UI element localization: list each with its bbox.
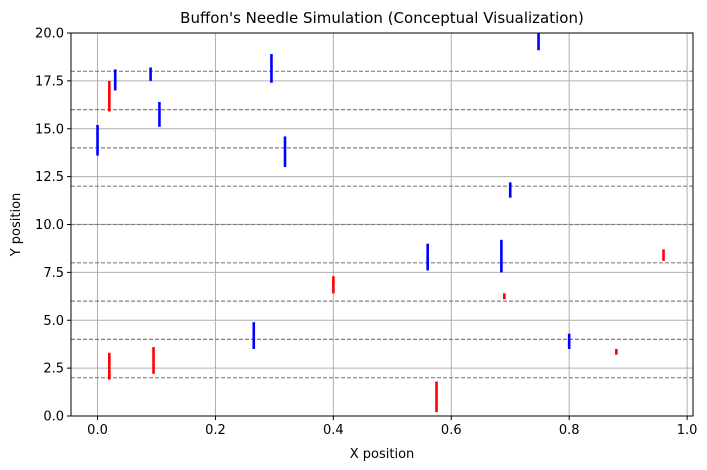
x-tick-label: 0.0 bbox=[87, 423, 108, 438]
x-tick-label: 0.4 bbox=[323, 423, 344, 438]
y-tick-label: 5.0 bbox=[43, 314, 64, 329]
y-tick-label: 20.0 bbox=[35, 27, 64, 42]
y-tick-label: 2.5 bbox=[43, 362, 64, 377]
x-tick-label: 0.6 bbox=[441, 423, 462, 438]
reference-lines bbox=[71, 70, 693, 379]
x-axis-ticks: 0.0 0.2 0.4 0.6 0.8 1.0 bbox=[87, 416, 697, 438]
x-tick-label: 0.2 bbox=[205, 423, 226, 438]
x-axis-title: X position bbox=[350, 447, 415, 462]
y-axis-ticks: 0.0 2.5 5.0 7.5 10.0 12.5 15.0 17.5 20.0 bbox=[35, 27, 71, 425]
x-tick-label: 1.0 bbox=[677, 423, 698, 438]
y-tick-label: 7.5 bbox=[43, 266, 64, 281]
needles bbox=[96, 33, 665, 413]
y-tick-label: 12.5 bbox=[35, 170, 64, 185]
y-tick-label: 10.0 bbox=[35, 218, 64, 233]
x-tick-label: 0.8 bbox=[559, 423, 580, 438]
y-tick-label: 17.5 bbox=[35, 74, 64, 89]
y-tick-label: 15.0 bbox=[35, 122, 64, 137]
y-axis-title: Y position bbox=[9, 193, 24, 258]
y-tick-label: 0.0 bbox=[43, 410, 64, 425]
chart-title: Buffon's Needle Simulation (Conceptual V… bbox=[180, 9, 584, 27]
